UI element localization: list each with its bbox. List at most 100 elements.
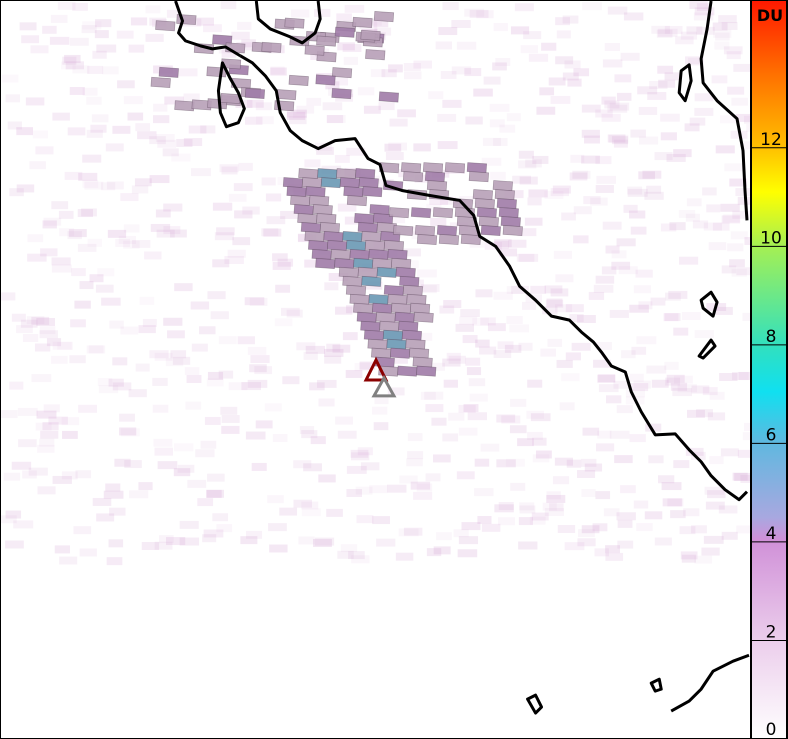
retrieval-pixel: [723, 214, 741, 223]
retrieval-pixel: [650, 297, 666, 306]
retrieval-pixel: [178, 68, 198, 77]
retrieval-pixel: [37, 486, 56, 495]
retrieval-pixel: [249, 364, 267, 373]
retrieval-pixel: [165, 537, 186, 546]
retrieval-pixel: [309, 382, 325, 391]
retrieval-pixel: [687, 57, 703, 66]
colorbar-tick-label: 2: [766, 622, 777, 642]
retrieval-pixel: [542, 502, 557, 511]
retrieval-pixel: [475, 289, 493, 298]
retrieval-pixel: [46, 338, 62, 347]
plume-pixel: [354, 213, 375, 225]
plume-pixel: [339, 177, 360, 189]
retrieval-pixel: [647, 92, 667, 100]
retrieval-pixel: [206, 489, 222, 498]
plume-pixel: [323, 231, 344, 243]
colorbar-tick-label: 4: [766, 524, 777, 544]
retrieval-pixel: [337, 203, 357, 212]
retrieval-pixel: [506, 286, 524, 295]
colorbar-tick-label: 6: [766, 425, 777, 445]
retrieval-pixel: [318, 474, 336, 483]
retrieval-pixel: [680, 31, 698, 40]
retrieval-pixel: [489, 119, 505, 128]
retrieval-pixel: [220, 1, 237, 10]
retrieval-pixel: [51, 201, 69, 210]
retrieval-pixel: [29, 161, 46, 170]
retrieval-pixel: [141, 542, 160, 551]
retrieval-pixel: [461, 522, 481, 531]
retrieval-pixel: [492, 62, 507, 71]
retrieval-pixel: [1, 410, 18, 419]
retrieval-pixel: [296, 342, 316, 351]
retrieval-pixel: [216, 227, 235, 236]
retrieval-pixel: [224, 255, 244, 264]
retrieval-pixel: [606, 395, 622, 404]
retrieval-pixel: [514, 3, 534, 12]
retrieval-pixel: [322, 102, 343, 111]
retrieval-pixel: [65, 61, 84, 70]
retrieval-pixel: [425, 362, 446, 371]
retrieval-pixel: [318, 398, 335, 407]
retrieval-pixel: [593, 359, 612, 368]
retrieval-pixel: [120, 326, 139, 335]
retrieval-pixel: [174, 283, 193, 292]
retrieval-pixel: [595, 491, 611, 500]
retrieval-pixel: [407, 451, 424, 460]
retrieval-pixel: [665, 377, 681, 386]
retrieval-pixel: [506, 316, 523, 325]
retrieval-pixel: [292, 110, 307, 119]
retrieval-pixel: [250, 355, 270, 364]
retrieval-pixel: [153, 438, 173, 447]
retrieval-pixel: [493, 350, 512, 359]
retrieval-pixel: [731, 372, 749, 381]
retrieval-pixel: [154, 447, 173, 456]
retrieval-pixel: [494, 239, 512, 248]
retrieval-pixel: [112, 382, 132, 391]
plume-pixel: [345, 239, 367, 251]
retrieval-pixel: [72, 2, 88, 11]
retrieval-pixel: [212, 259, 230, 268]
retrieval-pixel: [691, 385, 710, 394]
retrieval-pixel: [675, 36, 694, 45]
retrieval-pixel: [702, 387, 718, 396]
retrieval-pixel: [708, 242, 727, 251]
retrieval-pixel: [344, 4, 365, 13]
retrieval-pixel: [27, 234, 44, 243]
retrieval-pixel: [107, 229, 127, 238]
plume-pixel: [343, 186, 364, 198]
retrieval-pixel: [385, 152, 404, 161]
retrieval-pixel: [504, 344, 522, 353]
retrieval-pixel: [373, 422, 389, 431]
retrieval-pixel: [481, 523, 501, 532]
retrieval-pixel: [381, 69, 397, 78]
retrieval-pixel: [39, 326, 56, 335]
plume-pixel: [416, 365, 437, 377]
retrieval-pixel: [605, 552, 624, 561]
retrieval-pixel: [554, 304, 573, 313]
retrieval-pixel: [264, 403, 282, 412]
retrieval-pixel: [130, 17, 148, 26]
retrieval-pixel: [570, 154, 585, 163]
plume-pixel: [353, 302, 374, 314]
retrieval-pixel: [731, 97, 748, 106]
retrieval-pixel: [281, 307, 300, 316]
retrieval-pixel: [555, 274, 574, 283]
retrieval-pixel: [34, 343, 51, 352]
retrieval-pixel: [562, 15, 579, 24]
retrieval-pixel: [413, 143, 431, 152]
retrieval-pixel: [633, 285, 651, 294]
retrieval-pixel: [5, 94, 20, 103]
retrieval-pixel: [188, 125, 207, 134]
retrieval-pixel: [686, 198, 702, 207]
retrieval-pixel: [592, 523, 608, 532]
retrieval-pixel: [517, 228, 537, 237]
plume-pixel: [363, 329, 385, 341]
retrieval-pixel: [116, 30, 134, 39]
retrieval-pixel: [472, 317, 489, 326]
retrieval-pixel: [481, 157, 502, 166]
retrieval-pixel: [519, 176, 538, 185]
retrieval-pixel: [553, 250, 573, 259]
retrieval-pixel: [490, 171, 506, 180]
retrieval-pixel: [109, 320, 124, 329]
plume-pixel: [356, 311, 377, 323]
